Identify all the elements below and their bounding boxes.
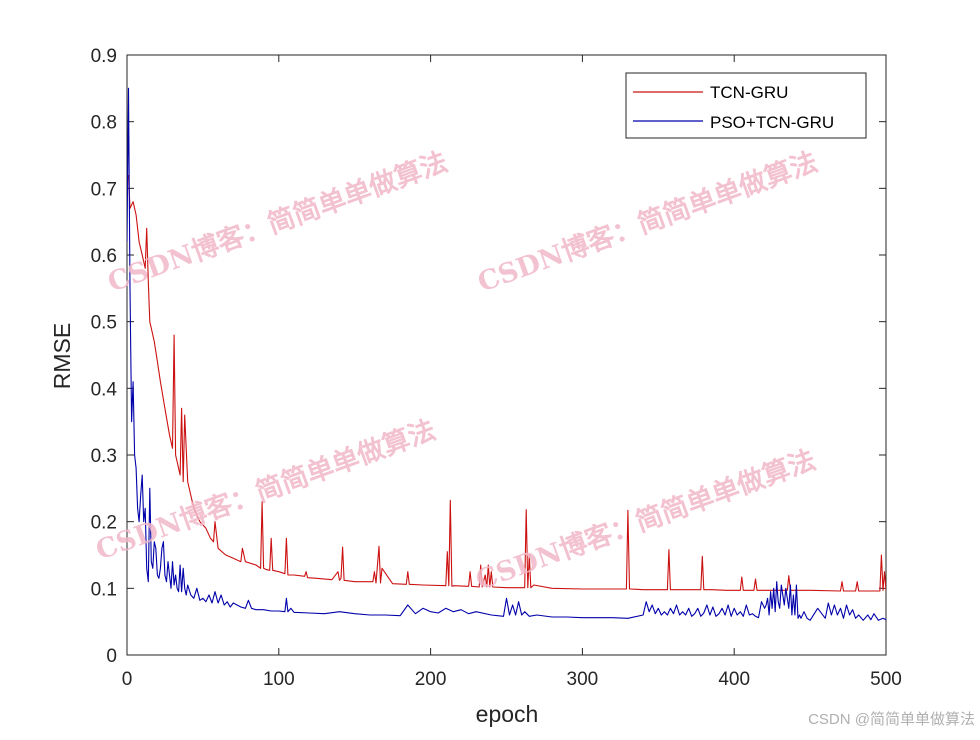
legend-label-tcn-gru: TCN-GRU — [710, 83, 788, 102]
legend-label-pso-tcn-gru: PSO+TCN-GRU — [710, 113, 834, 132]
x-tick-label: 500 — [870, 669, 902, 690]
series-line-pso-tcn-gru — [127, 87, 886, 621]
y-tick-label: 0.7 — [91, 179, 117, 200]
y-tick-label: 0.2 — [91, 513, 117, 534]
y-tick-label: 0.4 — [91, 379, 118, 400]
tick-marks — [126, 54, 887, 656]
csdn-credit: CSDN @简简单单做算法 — [808, 710, 975, 728]
tick-labels: 0 100 200 300 400 500 0 0.1 0.2 0.3 0.4 0.5 0.6 0.7 0.… — [91, 46, 902, 690]
y-tick-label: 0.1 — [91, 579, 117, 600]
y-tick-label: 0.3 — [91, 446, 117, 467]
x-tick-label: 300 — [567, 669, 599, 690]
x-tick-label: 400 — [718, 669, 750, 690]
x-tick-label: 0 — [122, 669, 133, 690]
x-axis-label: epoch — [476, 701, 539, 727]
plot-frame — [126, 54, 887, 656]
x-tick-label: 200 — [415, 669, 447, 690]
axes — [126, 54, 887, 656]
y-tick-label: 0.5 — [91, 313, 117, 334]
y-tick-label: 0.6 — [91, 246, 117, 267]
y-axis-label: RMSE — [49, 323, 75, 389]
x-tick-label: 100 — [263, 669, 295, 690]
y-tick-label: 0.8 — [91, 113, 117, 134]
y-tick-label: 0.9 — [91, 46, 117, 67]
series-line-tcn-gru — [127, 174, 886, 592]
legend: TCN-GRU PSO+TCN-GRU — [625, 72, 867, 139]
series-lines — [127, 87, 886, 621]
y-tick-label: 0 — [106, 646, 117, 667]
legend-box — [625, 72, 867, 139]
